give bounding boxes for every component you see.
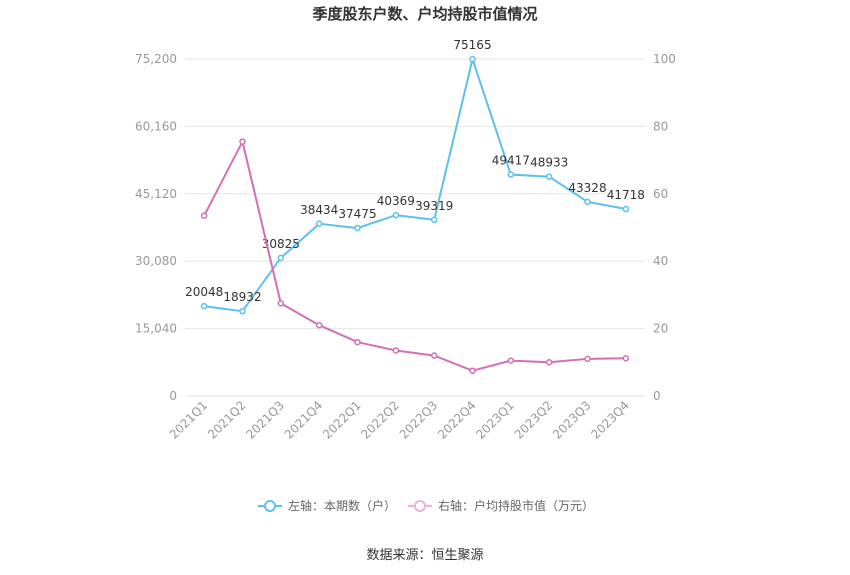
series-line-1 xyxy=(203,138,626,372)
series-point-1 xyxy=(392,347,400,354)
series-point-0 xyxy=(200,302,208,310)
legend: 左轴：本期数（户） 右轴：户均持股市值（万元） xyxy=(258,498,594,513)
data-label: 37475 xyxy=(338,207,376,221)
series-point-0 xyxy=(584,198,591,206)
x-tick-label: 2022Q4 xyxy=(435,398,479,442)
x-tick-label: 2023Q2 xyxy=(512,398,556,442)
data-label: 38434 xyxy=(300,203,338,217)
y-right-tick-label: 20 xyxy=(653,322,668,336)
y-left-tick-label: 60,160 xyxy=(135,119,177,133)
legend-marker-households xyxy=(264,500,276,512)
series-point-0 xyxy=(430,216,438,224)
series-point-1 xyxy=(354,338,361,346)
series-point-1 xyxy=(622,355,630,362)
x-tick-label: 2023Q4 xyxy=(588,398,632,442)
series-point-0 xyxy=(545,173,553,180)
x-tick-label: 2022Q1 xyxy=(320,398,364,442)
y-right-tick-label: 0 xyxy=(653,389,661,403)
series-point-0 xyxy=(277,254,285,262)
data-label: 49417 xyxy=(492,154,530,168)
chart-title: 季度股东户数、户均持股市值情况 xyxy=(312,5,537,23)
y-left-tick-label: 75,200 xyxy=(135,52,177,66)
series-point-1 xyxy=(430,352,438,359)
series-point-1 xyxy=(545,359,553,366)
series-point-0 xyxy=(622,205,630,213)
series-point-1 xyxy=(507,357,515,364)
series-point-0 xyxy=(354,224,361,232)
legend-label-market-value: 右轴：户均持股市值（万元） xyxy=(438,498,594,513)
data-label: 75165 xyxy=(453,38,491,52)
legend-marker-market-value xyxy=(414,500,426,512)
series-point-1 xyxy=(584,355,591,363)
x-tick-label: 2021Q2 xyxy=(205,398,249,442)
x-tick-label: 2021Q3 xyxy=(243,398,287,442)
series-point-1 xyxy=(200,212,208,219)
source-note: 数据来源：恒生聚源 xyxy=(366,548,483,563)
y-left-tick-label: 15,040 xyxy=(135,322,177,336)
series-point-1 xyxy=(239,138,246,145)
series-point-0 xyxy=(469,55,476,63)
legend-item-market-value[interactable]: 右轴：户均持股市值（万元） xyxy=(408,498,594,513)
data-label: 40369 xyxy=(377,194,415,208)
x-tick-label: 2022Q2 xyxy=(358,398,402,442)
data-label: 39319 xyxy=(415,199,453,213)
x-tick-label: 2021Q1 xyxy=(167,398,211,442)
series-point-0 xyxy=(315,220,323,228)
y-right-axis: 0 20 40 60 80 100 xyxy=(653,52,676,403)
data-label: 20048 xyxy=(185,285,223,299)
y-left-tick-label: 45,120 xyxy=(135,187,177,201)
data-label: 48933 xyxy=(530,156,568,170)
y-right-tick-label: 80 xyxy=(653,119,668,133)
x-tick-label: 2021Q4 xyxy=(282,398,326,442)
legend-label-households: 左轴：本期数（户） xyxy=(288,498,396,513)
series-point-0 xyxy=(392,211,400,219)
series-point-1 xyxy=(277,300,285,307)
series-point-0 xyxy=(239,307,246,315)
data-label: 41718 xyxy=(607,188,645,202)
series-point-1 xyxy=(315,321,323,329)
series-point-0 xyxy=(507,171,515,178)
y-left-tick-label: 0 xyxy=(169,389,177,403)
data-label: 18932 xyxy=(223,290,261,304)
y-right-tick-label: 100 xyxy=(653,52,676,66)
x-tick-label: 2022Q3 xyxy=(397,398,441,442)
x-tick-label: 2023Q1 xyxy=(473,398,517,442)
series-point-1 xyxy=(469,367,476,374)
grid xyxy=(185,58,645,397)
y-left-axis: 0 15,040 30,080 45,120 60,160 75,200 xyxy=(135,52,177,403)
data-label: 30825 xyxy=(262,237,300,251)
data-label: 43328 xyxy=(568,181,606,195)
x-tick-label: 2023Q3 xyxy=(550,398,594,442)
x-axis: 2021Q12021Q22021Q32021Q42022Q12022Q22022… xyxy=(167,398,632,442)
legend-item-households[interactable]: 左轴：本期数（户） xyxy=(258,498,396,513)
y-right-tick-label: 60 xyxy=(653,187,668,201)
y-left-tick-label: 30,080 xyxy=(135,254,177,268)
series-line-0 xyxy=(204,55,626,313)
y-right-tick-label: 40 xyxy=(653,254,668,268)
